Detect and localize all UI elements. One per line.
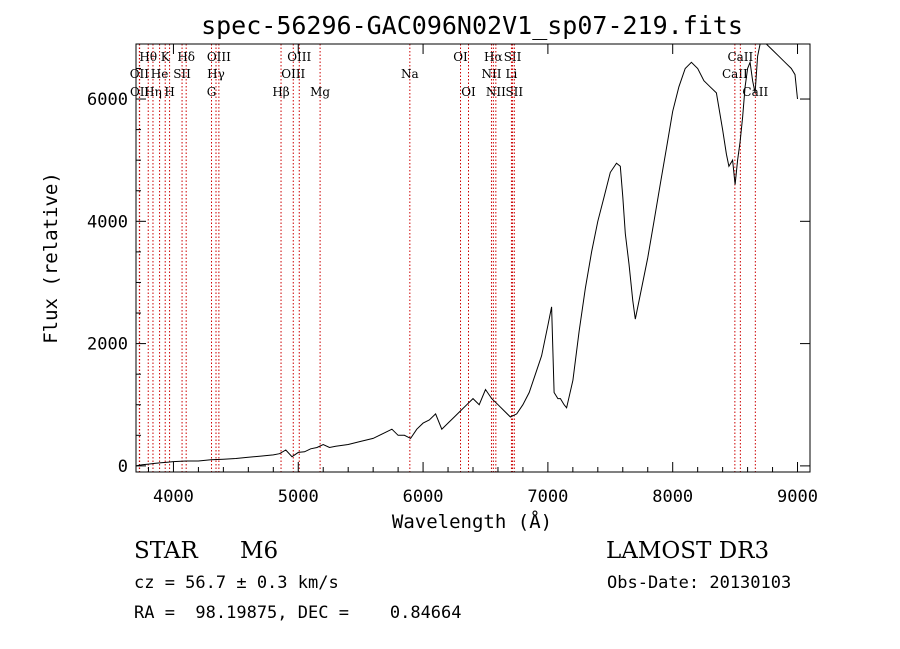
- line-marker-label: Hδ: [177, 50, 195, 64]
- y-tick-label: 0: [118, 457, 128, 477]
- line-marker-label: Hη: [144, 85, 162, 99]
- line-marker-label: OIII: [281, 67, 305, 81]
- plot-frame: [135, 43, 811, 473]
- x-tick-label: 8000: [652, 487, 693, 507]
- line-marker-label: Na: [401, 67, 419, 81]
- line-marker-label: OIII: [207, 50, 231, 64]
- y-tick-label: 2000: [87, 335, 128, 355]
- x-tick-label: 7000: [527, 487, 568, 507]
- line-marker-label: G: [207, 85, 217, 99]
- x-tick-label: 5000: [278, 487, 319, 507]
- chart-title: spec-56296-GAC096N02V1_sp07-219.fits: [201, 11, 743, 40]
- y-tick-label: 4000: [87, 212, 128, 232]
- line-marker-label: Li: [506, 67, 518, 81]
- line-marker-label: OII: [130, 67, 150, 81]
- line-marker-label: Hθ: [139, 50, 157, 64]
- line-marker-label: Mg: [310, 85, 330, 99]
- coordinates-label: RA = 98.19875, DEC = 0.84664: [134, 603, 462, 623]
- line-marker-label: SII: [504, 50, 522, 64]
- emission-line-markers: HθOIIOIIHηHeKHSIIHδHγGOIIIHβOIIIOIIIMgNa…: [130, 44, 768, 472]
- y-axis-label: Flux (relative): [40, 172, 62, 344]
- line-marker-label: Hγ: [207, 67, 225, 81]
- line-marker-label: OI: [453, 50, 468, 64]
- line-marker-label: He: [151, 67, 169, 81]
- x-tick-label: 4000: [153, 487, 194, 507]
- line-marker-label: OIII: [287, 50, 311, 64]
- obs-date-label: Obs-Date: 20130103: [607, 573, 792, 593]
- spectrum-line: [135, 43, 798, 467]
- y-tick-label: 6000: [87, 90, 128, 110]
- axes: 4000 5000 6000 7000 8000 9000 0 2000 4000 6000: [87, 44, 818, 507]
- line-marker-label: SII: [505, 85, 523, 99]
- class-label: STAR: [134, 538, 198, 564]
- line-marker-label: NII: [481, 67, 501, 81]
- line-marker-label: OI: [461, 85, 476, 99]
- line-marker-label: Hβ: [272, 85, 289, 99]
- x-tick-label: 9000: [777, 487, 818, 507]
- subclass-label: M6: [240, 538, 279, 564]
- line-marker-label: SII: [173, 67, 191, 81]
- redshift-label: cz = 56.7 ± 0.3 km/s: [134, 573, 339, 593]
- line-marker-label: H: [164, 85, 174, 99]
- line-marker-label: NII: [486, 85, 506, 99]
- line-marker-label: K: [161, 50, 171, 64]
- survey-label: LAMOST DR3: [606, 538, 770, 564]
- line-marker-label: OII: [130, 85, 150, 99]
- x-tick-label: 6000: [403, 487, 444, 507]
- line-marker-label: CaII: [722, 67, 748, 81]
- x-axis-label: Wavelength (Å): [392, 510, 552, 533]
- line-marker-label: CaII: [727, 50, 753, 64]
- line-marker-label: Hα: [484, 50, 503, 64]
